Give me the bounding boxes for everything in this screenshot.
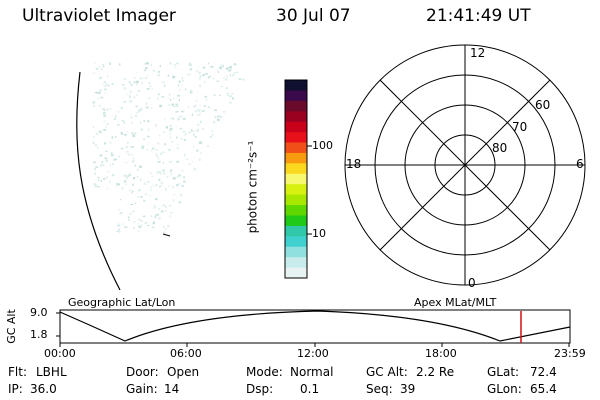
colorbar-unit-label: photon cm⁻²s⁻¹ — [245, 140, 260, 234]
colorbar — [285, 80, 307, 279]
colorbar-segment — [285, 100, 307, 112]
earth-limb-arc — [76, 71, 121, 291]
gcalt-value: 2.2 Re — [416, 365, 455, 379]
colorbar-segment — [285, 257, 307, 269]
colorbar-segment — [285, 142, 307, 154]
colorbar-segment — [285, 163, 307, 175]
glon-value: 65.4 — [530, 382, 557, 396]
altitude-curve — [59, 310, 571, 342]
mlt-label-12: 12 — [470, 46, 486, 60]
dsp-value: 0.1 — [300, 382, 320, 396]
flt-label: Flt: — [8, 365, 27, 379]
mlat-label-70: 70 — [512, 120, 528, 134]
timeline-ytick-9: 9.0 — [30, 306, 48, 319]
mlt-label-0: 0 — [468, 276, 476, 290]
door-label: Door: — [126, 365, 159, 379]
colorbar-segment — [285, 205, 307, 217]
ip-value: 36.0 — [30, 382, 57, 396]
colorbar-label-100: 100 — [312, 139, 333, 152]
seq-value: 39 — [400, 382, 416, 396]
mlt-label-6: 6 — [576, 157, 584, 171]
colorbar-label-10: 10 — [312, 227, 326, 240]
image-date: 30 Jul 07 — [276, 6, 351, 26]
colorbar-segment — [285, 225, 307, 237]
mlat-label-80: 80 — [492, 141, 508, 155]
colorbar-segment — [285, 246, 307, 258]
timeline-right-label: Apex MLat/MLT — [414, 296, 497, 309]
colorbar-segment — [285, 80, 307, 92]
colorbar-segment — [285, 111, 307, 123]
polar-diag-2 — [379, 79, 551, 251]
timeline-y-title: GC Alt — [4, 309, 18, 344]
colorbar-segment — [285, 267, 307, 279]
colorbar-segment — [285, 194, 307, 206]
timeline-left-label: Geographic Lat/Lon — [68, 296, 176, 309]
flt-value: LBHL — [36, 365, 67, 379]
glat-value: 72.4 — [530, 365, 557, 379]
image-time: 21:41:49 UT — [426, 6, 531, 26]
colorbar-segment — [285, 173, 307, 185]
glat-label: GLat: — [487, 365, 520, 379]
mlt-label-18: 18 — [346, 157, 362, 171]
colorbar-frame — [284, 79, 308, 279]
gain-label: Gain: — [126, 382, 158, 396]
door-value: Open — [167, 365, 200, 379]
colorbar-segment — [285, 90, 307, 102]
mode-value: Normal — [290, 365, 334, 379]
gcalt-label: GC Alt: — [366, 365, 408, 379]
colorbar-segment — [285, 236, 307, 248]
colorbar-segment — [285, 132, 307, 144]
colorbar-segment — [285, 152, 307, 164]
uv-emission-image — [92, 62, 245, 233]
timeline-xtick-label-12: 12:00 — [297, 347, 329, 360]
timeline-xtick-label-18: 18:00 — [425, 347, 457, 360]
image-artifact — [162, 233, 171, 237]
colorbar-segment — [285, 215, 307, 227]
mlat-label-60: 60 — [535, 98, 551, 112]
gain-value: 14 — [164, 382, 180, 396]
timeline-xtick-label-0: 00:00 — [44, 347, 76, 360]
polar-grid — [344, 44, 586, 286]
timeline-xtick-label-24: 23:59 — [554, 347, 586, 360]
colorbar-segment — [285, 121, 307, 133]
timeline-xtick-label-6: 06:00 — [170, 347, 202, 360]
app-title: Ultraviolet Imager — [22, 6, 176, 26]
glon-label: GLon: — [487, 382, 522, 396]
timeline-ytick-1.8: 1.8 — [30, 328, 48, 341]
seq-label: Seq: — [366, 382, 393, 396]
mode-label: Mode: — [246, 365, 283, 379]
dsp-label: Dsp: — [246, 382, 274, 396]
ip-label: IP: — [8, 382, 23, 396]
colorbar-segment — [285, 184, 307, 196]
